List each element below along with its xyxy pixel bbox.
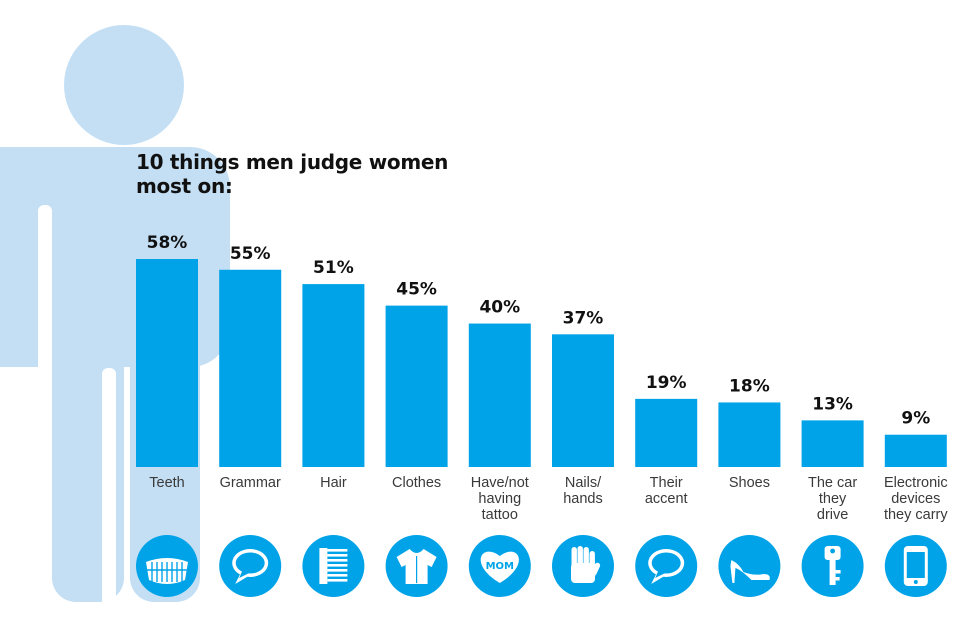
category-label-4: Have/not having tattoo: [471, 475, 529, 523]
category-label-2: Hair: [320, 475, 347, 491]
value-label-9: 9%: [901, 409, 930, 429]
category-label-0: Teeth: [149, 475, 184, 491]
category-label-7: Shoes: [729, 475, 770, 491]
silhouette-head: [64, 25, 184, 145]
value-label-0: 58%: [147, 233, 188, 253]
bar-0: [136, 259, 198, 467]
category-label-3: Clothes: [392, 475, 441, 491]
category-label-9: Electronic devices they carry: [884, 475, 948, 523]
shirt-icon: [385, 535, 448, 597]
value-label-3: 45%: [396, 280, 437, 300]
bar-4: [468, 323, 531, 467]
value-label-8: 13%: [812, 394, 853, 414]
speech-bubble-icon: [635, 535, 698, 597]
category-icons: MOM: [136, 535, 947, 597]
bar-2: [302, 284, 365, 467]
bar-8: [801, 420, 864, 467]
category-label-1: Grammar: [220, 475, 281, 491]
bar-9: [884, 434, 947, 467]
comb-icon: [302, 535, 365, 597]
bar-series: [136, 259, 947, 467]
chart-title: 10 things men judge women most on:: [136, 150, 449, 198]
teeth-icon: [136, 535, 198, 597]
mom-heart-tattoo-icon: MOM: [468, 535, 531, 597]
category-label-8: The car they drive: [808, 475, 857, 523]
category-label-5: Nails/hands: [563, 475, 603, 507]
bar-5: [552, 334, 614, 467]
high-heel-shoe-icon: [718, 535, 781, 597]
bar-1: [219, 269, 282, 467]
value-label-7: 18%: [729, 376, 770, 396]
value-label-6: 19%: [646, 373, 687, 393]
value-label-1: 55%: [230, 244, 271, 264]
value-label-2: 51%: [313, 258, 354, 278]
bar-7: [718, 402, 781, 467]
silhouette-leg-gap: [102, 368, 116, 608]
category-label-6: Their accent: [645, 475, 688, 507]
car-key-icon: [801, 535, 864, 597]
silhouette-arm-gap-left: [38, 205, 52, 380]
hand-icon: [552, 535, 614, 597]
value-labels: 58% 55% 51% 45% 40% 37% 19% 18% 13% 9%: [147, 233, 931, 429]
mom-text: MOM: [486, 561, 514, 572]
category-labels: Teeth Grammar Hair Clothes Have/not having tat…: [149, 475, 948, 523]
bar-3: [385, 305, 448, 467]
value-label-4: 40%: [479, 298, 520, 318]
value-label-5: 37%: [563, 308, 604, 328]
smartphone-icon: [884, 535, 947, 597]
bar-6: [635, 398, 698, 467]
speech-bubble-icon: [219, 535, 282, 597]
